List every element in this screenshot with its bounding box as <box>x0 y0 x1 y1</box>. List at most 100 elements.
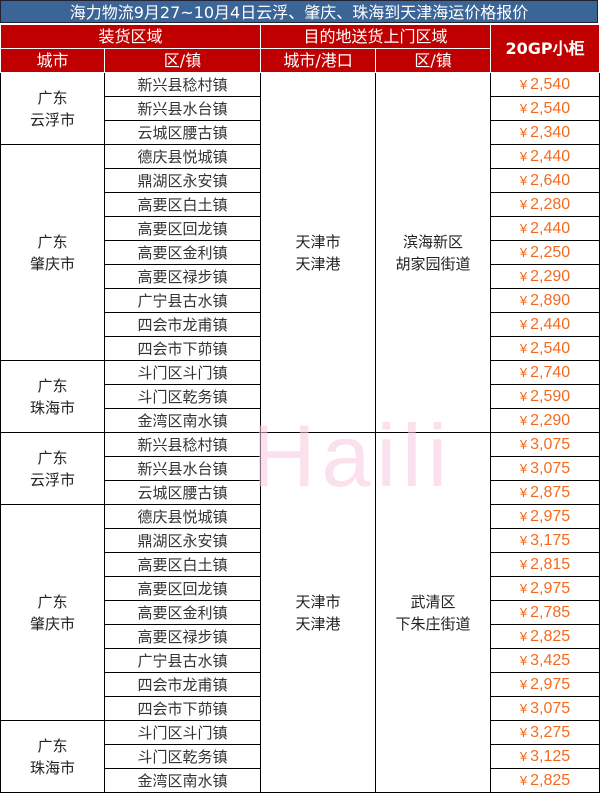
currency-symbol: ¥ <box>519 412 528 428</box>
price-value: 2,590 <box>530 387 571 405</box>
table-row: 斗门区乾务镇 ¥2,590 <box>1 384 600 409</box>
price-value: 2,290 <box>530 411 571 429</box>
origin-town: 四会市龙甫镇 <box>103 312 262 337</box>
loading-area-header: 装货区域 <box>0 24 262 49</box>
price-cell: ¥3,175 <box>490 528 600 553</box>
currency-symbol: ¥ <box>519 628 528 644</box>
origin-town: 高要区回龙镇 <box>103 216 262 241</box>
origin-town: 高要区金利镇 <box>103 240 262 265</box>
price-value: 3,175 <box>530 531 571 549</box>
price-cell: ¥2,740 <box>490 360 600 385</box>
destination-city-port: 天津市 天津港 <box>260 72 377 433</box>
origin-town: 新兴县稔村镇 <box>103 72 262 97</box>
price-value: 3,075 <box>530 699 571 717</box>
currency-symbol: ¥ <box>519 292 528 308</box>
origin-city: 广东 珠海市 <box>0 360 105 433</box>
origin-town: 广宁县古水镇 <box>103 288 262 313</box>
table-row: 广东 肇庆市 德庆县悦城镇 ¥2,975 <box>0 504 600 721</box>
currency-symbol: ¥ <box>519 676 528 692</box>
price-value: 3,125 <box>530 747 571 765</box>
origin-town: 高要区回龙镇 <box>103 576 262 601</box>
price-cell: ¥2,290 <box>490 264 600 289</box>
origin-town: 新兴县水台镇 <box>103 456 262 481</box>
price-value: 3,425 <box>530 651 571 669</box>
price-cell: ¥3,075 <box>490 696 600 721</box>
destination-city-port: 天津市 天津港 <box>260 432 377 793</box>
price-value: 2,890 <box>530 291 571 309</box>
table-row: 高要区金利镇 ¥2,785 <box>1 600 600 625</box>
price-value: 2,815 <box>530 555 571 573</box>
currency-symbol: ¥ <box>519 604 528 620</box>
currency-symbol: ¥ <box>519 244 528 260</box>
price-cell: ¥2,540 <box>490 96 600 121</box>
price-value: 2,975 <box>530 675 571 693</box>
table-row: 高要区白土镇 ¥2,815 <box>1 552 600 577</box>
town-header: 区/镇 <box>103 48 262 73</box>
price-value: 2,440 <box>530 147 571 165</box>
price-table: 装货区域 目的地送货上门区域 20GP小柜 城市 区/镇 城市/港口 区/镇 广… <box>0 24 600 793</box>
price-cell: ¥2,640 <box>490 168 600 193</box>
price-cell: ¥2,975 <box>490 576 600 601</box>
price-cell: ¥2,540 <box>490 336 600 361</box>
price-cell: ¥2,825 <box>490 768 600 793</box>
currency-symbol: ¥ <box>519 364 528 380</box>
origin-town: 斗门区斗门镇 <box>103 360 262 385</box>
origin-town: 鼎湖区永安镇 <box>103 168 262 193</box>
table-row: 广东 云浮市 新兴县稔村镇 天津市 天津港 武清区 下朱庄街道 ¥3,075 <box>0 432 600 793</box>
origin-town: 新兴县稔村镇 <box>103 432 262 457</box>
origin-town: 高要区禄步镇 <box>103 264 262 289</box>
price-value: 2,975 <box>530 579 571 597</box>
price-value: 2,280 <box>530 195 571 213</box>
table-row: 新兴县水台镇 ¥3,075 <box>1 456 600 481</box>
price-value: 2,975 <box>530 507 571 525</box>
table-row: 四会市龙甫镇 ¥2,975 <box>1 672 600 697</box>
origin-town: 金湾区南水镇 <box>103 768 262 793</box>
origin-city: 广东 云浮市 <box>0 432 105 505</box>
price-cell: ¥3,075 <box>490 432 600 457</box>
table-row: 广东 云浮市 新兴县稔村镇 天津市 天津港 滨海新区 胡家园街道 ¥2,540 <box>0 72 600 433</box>
origin-town: 高要区禄步镇 <box>103 624 262 649</box>
currency-symbol: ¥ <box>519 388 528 404</box>
currency-symbol: ¥ <box>519 436 528 452</box>
origin-town: 鼎湖区永安镇 <box>103 528 262 553</box>
currency-symbol: ¥ <box>519 580 528 596</box>
currency-symbol: ¥ <box>519 124 528 140</box>
price-cell: ¥2,540 <box>490 72 600 97</box>
price-value: 3,275 <box>530 723 571 741</box>
city-header: 城市 <box>0 48 105 73</box>
price-cell: ¥2,785 <box>490 600 600 625</box>
origin-town: 金湾区南水镇 <box>103 408 262 433</box>
price-cell: ¥2,825 <box>490 624 600 649</box>
price-cell: ¥2,440 <box>490 216 600 241</box>
origin-town: 德庆县悦城镇 <box>103 144 262 169</box>
price-value: 2,825 <box>530 627 571 645</box>
currency-symbol: ¥ <box>519 148 528 164</box>
origin-town: 云城区腰古镇 <box>103 120 262 145</box>
price-value: 2,825 <box>530 771 571 789</box>
currency-symbol: ¥ <box>519 556 528 572</box>
origin-town: 高要区白土镇 <box>103 552 262 577</box>
origin-town: 四会市下茆镇 <box>103 336 262 361</box>
price-value: 2,785 <box>530 603 571 621</box>
price-cell: ¥2,280 <box>490 192 600 217</box>
currency-symbol: ¥ <box>519 748 528 764</box>
price-cell: ¥3,425 <box>490 648 600 673</box>
table-row: 高要区回龙镇 ¥2,440 <box>1 216 600 241</box>
price-cell: ¥2,250 <box>490 240 600 265</box>
price-value: 3,075 <box>530 459 571 477</box>
origin-town: 斗门区乾务镇 <box>103 384 262 409</box>
dest-town-header: 区/镇 <box>375 48 492 73</box>
table-row: 云城区腰古镇 ¥2,340 <box>1 120 600 145</box>
table-row: 广东 珠海市 斗门区斗门镇 ¥2,740 <box>0 360 600 433</box>
price-cell: ¥2,290 <box>490 408 600 433</box>
currency-symbol: ¥ <box>519 316 528 332</box>
price-value: 2,540 <box>530 339 571 357</box>
table-row: 云城区腰古镇 ¥2,875 <box>1 480 600 505</box>
price-value: 2,540 <box>530 75 571 93</box>
currency-symbol: ¥ <box>519 532 528 548</box>
origin-town: 云城区腰古镇 <box>103 480 262 505</box>
destination-area-header: 目的地送货上门区域 <box>260 24 492 49</box>
origin-town: 高要区白土镇 <box>103 192 262 217</box>
price-cell: ¥2,890 <box>490 288 600 313</box>
origin-town: 广宁县古水镇 <box>103 648 262 673</box>
